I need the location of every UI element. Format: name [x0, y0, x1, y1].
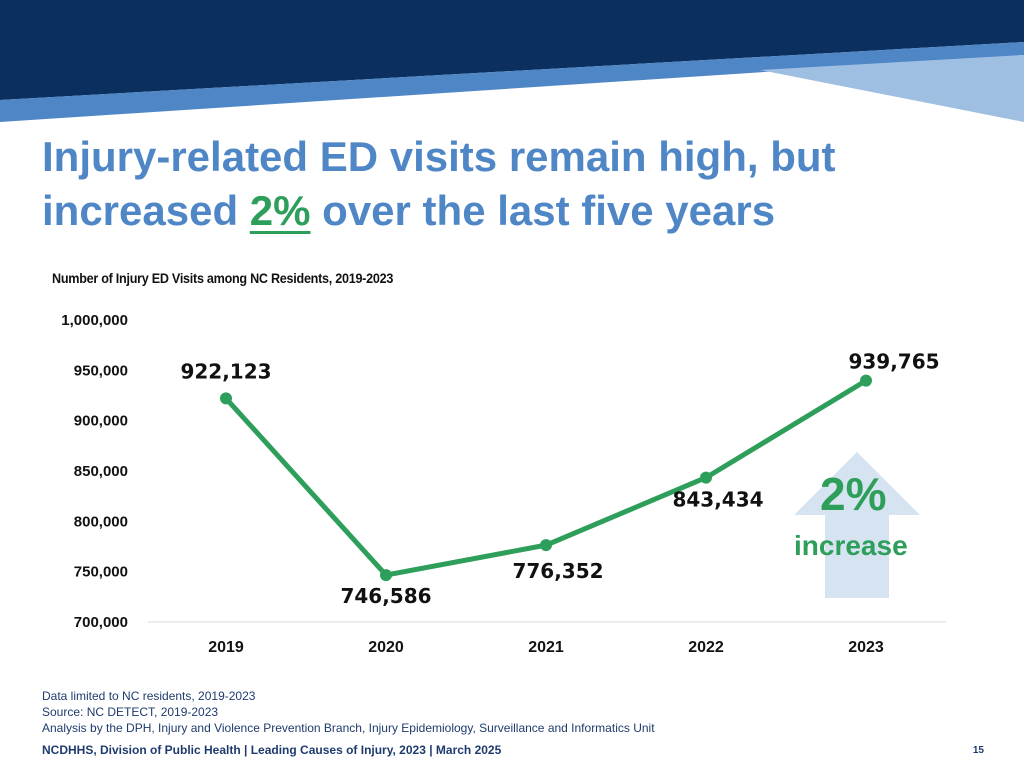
x-tick-label: 2022 [688, 639, 724, 656]
x-tick-label: 2019 [208, 639, 244, 656]
y-tick-label: 700,000 [74, 614, 128, 631]
data-point [220, 392, 232, 405]
series-line [223, 378, 869, 578]
header-banner [0, 0, 1024, 130]
chart-title: Number of Injury ED Visits among NC Resi… [52, 270, 394, 286]
footer-text: NCDHHS, Division of Public Health | Lead… [42, 743, 502, 757]
y-tick-label: 850,000 [74, 463, 128, 480]
title-line-2: increased 2% over the last five years [42, 184, 1002, 238]
y-tick-label: 950,000 [74, 362, 128, 379]
y-tick-label: 900,000 [74, 413, 128, 430]
note-line: Source: NC DETECT, 2019-2023 [42, 705, 219, 719]
data-point [380, 569, 392, 582]
callout-percent: 2% [820, 468, 887, 520]
banner-navy-shape [0, 0, 1024, 100]
y-tick-label: 800,000 [74, 513, 128, 530]
data-label: 776,352 [512, 559, 603, 583]
y-tick-label: 750,000 [74, 564, 128, 581]
y-tick-label: 1,000,000 [61, 312, 128, 329]
note-line: Data limited to NC residents, 2019-2023 [42, 689, 256, 703]
x-tick-label: 2020 [368, 639, 404, 656]
data-label: 843,434 [672, 488, 763, 512]
data-point [540, 539, 552, 552]
note-line: Analysis by the DPH, Injury and Violence… [42, 721, 655, 735]
data-label: 746,586 [340, 584, 431, 608]
data-label: 922,123 [180, 359, 271, 383]
data-point [860, 374, 872, 387]
page-number: 15 [972, 745, 984, 756]
data-label: 939,765 [848, 350, 939, 374]
data-point [700, 471, 712, 484]
title-percent: 2% [249, 187, 311, 234]
slide-title: Injury-related ED visits remain high, bu… [42, 130, 1002, 238]
title-post: over the last five years [310, 187, 776, 234]
title-pre: increased [42, 187, 250, 234]
title-line-1: Injury-related ED visits remain high, bu… [42, 133, 836, 180]
banner-light-stripe [760, 55, 1024, 122]
callout-text: increase [794, 530, 908, 561]
x-tick-label: 2023 [848, 639, 884, 656]
x-tick-label: 2021 [528, 639, 564, 656]
source-notes: Data limited to NC residents, 2019-2023 … [42, 688, 655, 736]
banner-blue-stripe [0, 42, 1024, 122]
